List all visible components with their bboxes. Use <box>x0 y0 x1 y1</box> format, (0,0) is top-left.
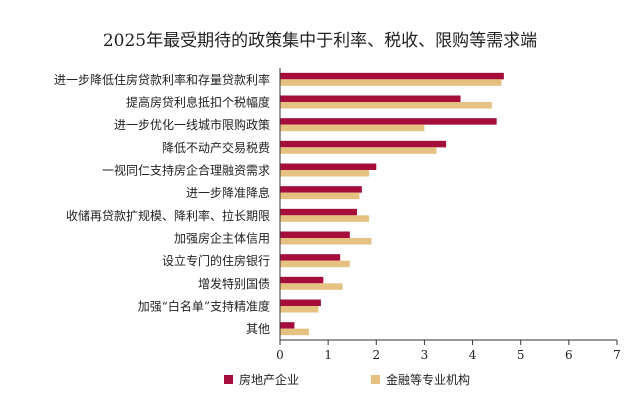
bar-real-estate <box>280 276 324 284</box>
category-label: 进一步优化一线城市限购政策 <box>114 117 270 132</box>
category-label: 进一步降低住房贷款利率和存量贷款利率 <box>54 72 270 87</box>
x-tick-label: 2 <box>372 348 380 362</box>
bar-real-estate <box>280 140 447 148</box>
category-label: 加强“白名单”支持精准度 <box>138 299 270 314</box>
x-tick-label: 5 <box>517 348 525 362</box>
x-tick-label: 7 <box>613 348 621 362</box>
legend-label: 金融等专业机构 <box>386 372 470 387</box>
bar-financial <box>280 283 343 290</box>
bar-financial <box>280 306 319 313</box>
x-tick-label: 0 <box>276 348 284 362</box>
bar-financial <box>280 328 309 336</box>
legend-swatch <box>224 375 233 384</box>
bar-real-estate <box>280 95 461 102</box>
bar-financial <box>280 147 437 154</box>
category-label: 加强房企主体信用 <box>174 231 270 246</box>
bar-real-estate <box>280 254 341 261</box>
bar-financial <box>280 102 492 109</box>
bar-real-estate <box>280 208 358 216</box>
bar-financial <box>280 170 370 177</box>
category-label: 降低不动产交易税费 <box>162 140 270 155</box>
bar-real-estate <box>280 299 321 306</box>
x-tick-label: 6 <box>565 348 573 362</box>
legend-swatch <box>371 375 380 384</box>
category-label: 提高房贷利息抵扣个税幅度 <box>126 95 270 110</box>
category-label: 设立专门的住房银行 <box>162 253 270 268</box>
bar-financial <box>280 260 350 268</box>
bar-real-estate <box>280 322 295 329</box>
bar-real-estate <box>280 186 362 193</box>
category-label: 收储再贷款扩规模、降利率、拉长期限 <box>66 208 270 223</box>
category-label: 增发特别国债 <box>198 276 270 291</box>
x-tick-label: 4 <box>469 348 477 362</box>
bar-real-estate <box>280 72 504 80</box>
bar-real-estate <box>280 231 350 238</box>
bar-financial <box>280 192 360 200</box>
bar-real-estate <box>280 118 497 125</box>
category-label: 其他 <box>246 322 270 336</box>
category-label: 进一步降准降息 <box>186 185 270 200</box>
bar-real-estate <box>280 163 377 170</box>
x-tick-label: 1 <box>324 348 332 362</box>
category-label: 一视同仁支持房企合理融资需求 <box>102 163 270 178</box>
bar-financial <box>280 79 502 86</box>
legend-label: 房地产企业 <box>239 372 299 387</box>
x-tick-label: 3 <box>421 348 429 362</box>
bar-financial <box>280 238 372 245</box>
bar-financial <box>280 124 425 132</box>
bar-financial <box>280 215 370 222</box>
chart-title: 2025年最受期待的政策集中于利率、税收、限购等需求端 <box>103 31 537 51</box>
